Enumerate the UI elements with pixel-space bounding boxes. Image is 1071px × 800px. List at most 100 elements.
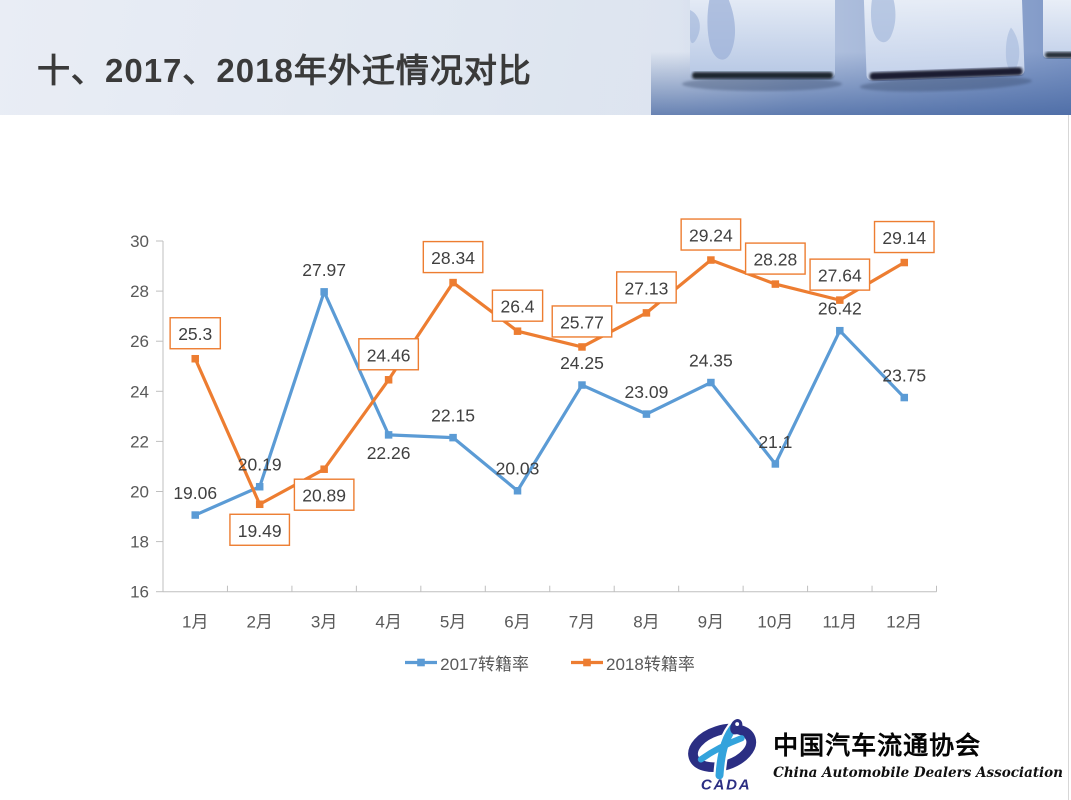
logo-org-name-cn: 中国汽车流通协会 [773,731,982,760]
data-point-marker [900,258,909,267]
data-label-box [358,338,420,371]
x-tick-label: 1月 [182,613,208,632]
logo-org-name-en: China Automobile Dealers Association [773,765,1063,781]
y-tick-label: 26 [130,332,149,351]
y-tick-label: 18 [130,533,149,552]
data-label: 22.15 [431,406,475,426]
y-tick-label: 30 [130,232,149,251]
data-point-marker [513,486,522,495]
data-label: 19.06 [173,483,217,503]
data-label: 24.46 [367,345,411,365]
data-point-marker [642,410,651,418]
slide-title: 十、2017、2018年外迁情况对比 [37,52,532,89]
y-tick-label: 22 [130,432,149,451]
data-label: 29.24 [689,226,733,246]
data-point-marker [384,431,393,439]
legend-label: 2017转籍率 [440,654,529,674]
data-label-box [615,271,677,304]
data-label: 19.49 [238,521,282,541]
slide-header: 十、2017、2018年外迁情况对比 [0,0,1071,115]
x-tick-label: 10月 [757,613,793,632]
data-label: 27.64 [818,266,862,286]
data-label-box [169,317,222,350]
cada-emblem-icon: CADA [688,718,757,792]
data-label: 27.13 [625,278,669,298]
data-label: 28.34 [431,248,475,268]
data-label: 24.35 [689,351,733,371]
data-label: 23.75 [882,366,926,386]
data-point-marker [836,326,844,335]
data-point-marker [900,393,909,402]
data-point-marker [707,378,715,387]
legend-marker-icon [571,658,603,666]
data-point-marker [836,296,844,304]
data-point-marker [642,309,651,317]
data-label: 26.42 [818,299,862,319]
logo-text: 中国汽车流通协会 China Automobile Dealers Associ… [773,728,1063,782]
data-label-box [744,242,806,275]
data-label-box [809,258,871,291]
data-label: 22.26 [367,443,411,463]
data-point-marker [578,381,586,389]
data-label-box [680,218,742,251]
data-label: 21.1 [758,432,792,452]
page-right-border [1068,115,1069,800]
data-point-marker [255,482,264,491]
cube-graphic [682,0,842,91]
x-tick-label: 7月 [569,613,595,632]
cada-logo: CADA 中国汽车流通协会 China Automobile Dealers A… [685,718,1063,792]
data-point-marker [578,343,586,351]
x-tick-label: 4月 [375,613,401,632]
y-tick-label: 20 [130,483,149,502]
data-label-box [491,289,544,322]
transfer-rate-line-chart: 16 18 20 22 24 26 28 30 1月 2月 3月 4月 5月 6月 7月 8月 9月 10月 11月… [0,115,1071,675]
data-label: 24.25 [560,353,604,373]
legend-item-2017转籍率: 2017转籍率 [405,650,529,675]
y-tick-label: 16 [130,583,149,602]
data-point-marker [191,354,199,363]
x-tick-label: 3月 [311,613,337,632]
data-point-marker [771,280,780,288]
x-tick-label: 6月 [504,613,530,632]
data-point-marker [191,511,199,519]
legend-item-2018转籍率: 2018转籍率 [571,650,695,675]
header-decoration-cubes-image [591,0,1071,115]
cada-acronym: CADA [701,776,751,792]
data-point-marker [320,465,328,473]
y-tick-label: 28 [130,282,149,301]
data-point-marker [449,433,457,442]
data-label-box [873,220,935,254]
data-label-box [293,478,355,511]
cube-graphic [1043,0,1071,58]
data-label: 23.09 [625,382,669,402]
data-point-marker [449,278,457,287]
data-label: 25.77 [560,312,604,332]
x-tick-label: 2月 [246,613,272,632]
data-label: 27.97 [302,260,346,280]
data-point-marker [513,327,522,335]
data-label: 20.03 [496,459,540,479]
data-label: 20.89 [302,486,346,506]
x-tick-label: 12月 [886,613,922,632]
legend-marker-icon [405,658,438,666]
x-tick-label: 11月 [822,613,857,632]
series-line-2018转籍率 [193,258,906,506]
y-tick-label: 24 [130,382,149,401]
data-label: 29.14 [882,228,926,248]
data-point-marker [255,500,264,509]
legend-label: 2018转籍率 [606,654,695,674]
chart-legend: 2017转籍率 2018转籍率 [163,648,937,676]
data-point-marker [707,256,715,264]
x-tick-label: 9月 [698,613,724,632]
data-label: 28.28 [753,250,797,270]
data-point-marker [384,376,393,384]
data-label-box [551,305,613,338]
data-label: 26.4 [500,297,534,317]
cube-graphic [859,0,1032,92]
data-point-marker [771,460,780,468]
data-label: 25.3 [178,324,212,344]
x-tick-label: 8月 [633,613,659,632]
x-tick-label: 5月 [440,613,466,632]
data-point-marker [320,288,328,296]
